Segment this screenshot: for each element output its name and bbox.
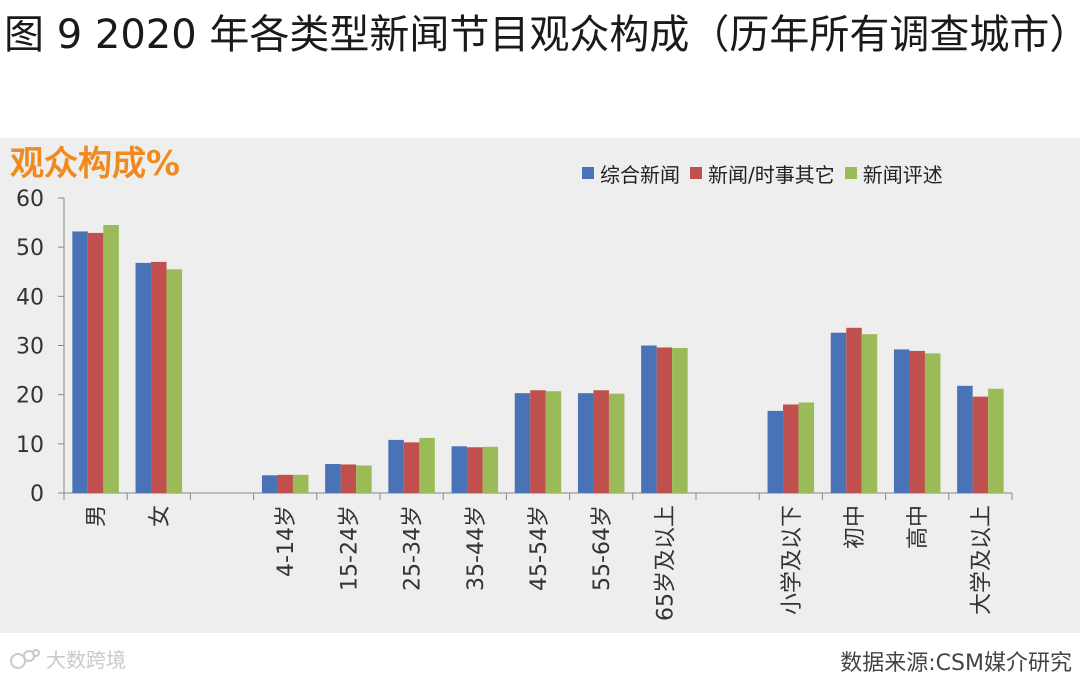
- bar-1-2: [135, 262, 152, 493]
- bar-2-14: [909, 350, 925, 493]
- bar-3-8: [545, 391, 562, 493]
- bar-2-5: [340, 464, 357, 493]
- legend-label: 新闻评述: [862, 162, 943, 187]
- bar-3-5: [356, 465, 372, 493]
- legend-swatch: [690, 167, 702, 179]
- x-tick-label: 大学及以上: [969, 505, 994, 615]
- y-tick-label: 0: [30, 482, 44, 507]
- bar-3-2: [166, 269, 183, 493]
- bar-2-15: [972, 396, 989, 493]
- x-tick-label: 女: [148, 505, 173, 527]
- bar-1-1: [72, 231, 88, 493]
- bar-1-14: [893, 349, 910, 493]
- legend-item-news-commentary: 新闻评述: [844, 159, 943, 188]
- legend-item-comprehensive-news: 综合新闻: [582, 159, 680, 188]
- bar-2-6: [403, 442, 420, 493]
- bar-1-8: [514, 393, 531, 493]
- x-tick-label: 小学及以下: [780, 505, 805, 615]
- bar-1-12: [767, 410, 784, 493]
- y-tick-label: 10: [16, 433, 44, 458]
- x-tick-label: 男: [85, 505, 110, 527]
- y-tick-label: 60: [16, 187, 44, 212]
- x-tick-label: 高中: [906, 505, 931, 549]
- bar-3-14: [924, 353, 941, 493]
- bar-1-15: [957, 385, 973, 493]
- bar-3-1: [103, 225, 119, 494]
- bar-3-15: [988, 388, 1004, 493]
- watermark-icon: [10, 648, 40, 669]
- legend-swatch: [582, 167, 594, 179]
- y-tick-label: 40: [16, 285, 44, 310]
- bar-3-13: [861, 334, 878, 493]
- bar-1-13: [830, 332, 847, 493]
- y-tick-label: 20: [16, 384, 44, 409]
- legend: 综合新闻 新闻/时事其它 新闻评述: [582, 156, 943, 190]
- bar-3-7: [482, 446, 499, 493]
- bar-3-6: [419, 437, 435, 493]
- bar-1-9: [577, 393, 594, 493]
- x-tick-label: 4-14岁: [274, 505, 299, 577]
- watermark-text: 大数跨境: [46, 648, 126, 672]
- x-tick-label: 45-54岁: [527, 505, 552, 591]
- bar-2-12: [783, 404, 799, 493]
- bar-1-6: [388, 439, 404, 493]
- bar-2-9: [593, 390, 609, 493]
- figure-heading: 图 9 2020 年各类型新闻节目观众构成（历年所有调查城市）: [4, 12, 1080, 58]
- watermark-logo: 大数跨境: [10, 644, 126, 673]
- bar-1-5: [325, 463, 341, 493]
- bar-3-12: [798, 402, 815, 493]
- x-tick-label: 35-44岁: [464, 505, 489, 591]
- bar-3-9: [608, 393, 625, 493]
- bar-1-10: [641, 345, 657, 493]
- bar-2-10: [656, 347, 673, 493]
- y-axis-title: 观众构成%: [10, 144, 181, 184]
- bar-2-8: [530, 390, 546, 493]
- x-tick-label: 初中: [843, 505, 868, 549]
- bar-3-4: [292, 474, 309, 493]
- y-tick-label: 30: [16, 335, 44, 360]
- bar-1-4: [261, 475, 278, 493]
- y-tick-label: 50: [16, 236, 44, 261]
- bar-1-7: [451, 446, 468, 493]
- legend-label: 综合新闻: [600, 162, 680, 187]
- bar-2-4: [277, 474, 293, 493]
- legend-swatch: [844, 167, 857, 179]
- bar-3-10: [672, 347, 688, 493]
- legend-label: 新闻/时事其它: [708, 162, 835, 187]
- x-tick-label: 25-34岁: [401, 505, 426, 591]
- bar-2-7: [467, 447, 483, 493]
- bar-2-13: [846, 327, 862, 493]
- source-note: 数据来源:CSM媒介研究: [840, 651, 1072, 676]
- x-tick-label: 15-24岁: [337, 505, 362, 591]
- x-tick-label: 65岁及以上: [653, 505, 678, 621]
- bar-2-2: [151, 261, 167, 493]
- legend-item-news-current-affairs: 新闻/时事其它: [690, 159, 835, 188]
- bar-2-1: [87, 232, 104, 493]
- x-tick-label: 55-64岁: [590, 505, 615, 591]
